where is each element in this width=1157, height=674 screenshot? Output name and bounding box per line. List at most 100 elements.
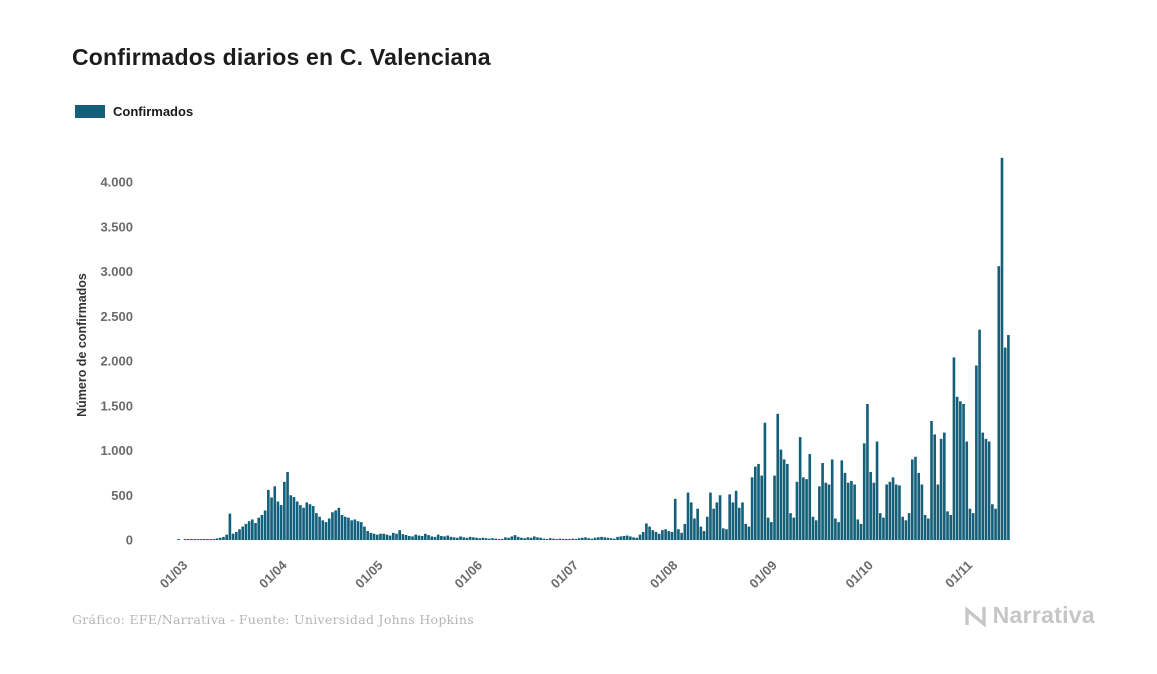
bar <box>914 456 917 540</box>
bar <box>308 504 312 540</box>
bar <box>488 538 491 540</box>
bar <box>571 538 575 540</box>
bar <box>375 534 379 540</box>
bar <box>1003 347 1007 540</box>
bar <box>372 533 376 540</box>
bar <box>747 526 751 540</box>
bar <box>334 510 337 540</box>
bar <box>247 521 251 540</box>
bar <box>584 537 587 540</box>
bar <box>222 536 225 540</box>
bar <box>994 508 997 540</box>
y-tick-label: 1.000 <box>100 443 133 458</box>
bar <box>750 477 754 540</box>
bar <box>327 518 331 540</box>
bar <box>433 536 437 540</box>
bar <box>981 432 985 540</box>
bar <box>500 538 504 540</box>
bar <box>186 539 190 540</box>
bar <box>757 463 760 541</box>
bar <box>558 538 562 540</box>
bar <box>318 516 321 540</box>
bar <box>587 538 591 540</box>
bar <box>731 502 735 540</box>
bar <box>725 529 728 540</box>
bar <box>545 539 549 540</box>
bar <box>635 537 639 540</box>
bar <box>846 482 850 540</box>
bar <box>802 477 805 540</box>
x-tick-label: 01/09 <box>746 558 780 592</box>
bar <box>388 535 392 540</box>
bar <box>827 484 831 540</box>
bar <box>718 495 722 540</box>
bar <box>728 494 731 540</box>
bar <box>753 466 757 540</box>
bar <box>955 396 959 540</box>
bar <box>379 533 382 540</box>
bar <box>580 537 584 540</box>
bar <box>638 534 642 540</box>
bar <box>773 475 776 540</box>
bar <box>347 517 350 541</box>
bar <box>193 539 196 540</box>
bar <box>411 536 414 540</box>
bar <box>449 536 453 540</box>
bar <box>689 502 693 540</box>
bar <box>888 481 892 540</box>
bar <box>834 518 837 540</box>
narrativa-n-icon <box>964 605 986 628</box>
bar <box>786 463 789 541</box>
bar <box>766 517 770 541</box>
bar <box>696 508 699 540</box>
bar <box>382 533 385 540</box>
bar <box>356 521 360 540</box>
bar <box>991 504 994 540</box>
bar <box>244 523 248 540</box>
bar <box>302 507 305 540</box>
bar <box>943 432 946 540</box>
bar <box>926 518 930 540</box>
bar <box>215 538 219 540</box>
bar <box>465 537 469 540</box>
bar <box>516 536 520 540</box>
bar <box>494 538 498 540</box>
bar <box>206 539 209 540</box>
bar <box>641 531 645 540</box>
x-tick-label: 01/08 <box>647 558 681 592</box>
bar <box>795 481 799 540</box>
bar <box>603 537 607 540</box>
bar <box>699 526 703 540</box>
bar <box>263 510 267 540</box>
bar <box>590 538 594 540</box>
bar <box>971 513 975 540</box>
bar <box>363 526 366 540</box>
bar <box>898 485 901 540</box>
bar <box>183 539 187 540</box>
bar <box>670 531 674 540</box>
bar <box>853 484 856 540</box>
bar <box>353 519 357 541</box>
bar <box>446 535 450 540</box>
bar <box>987 441 991 540</box>
bar <box>552 538 555 540</box>
bar <box>420 535 424 540</box>
bar <box>292 497 296 540</box>
bar <box>782 459 786 540</box>
bar <box>885 484 888 540</box>
bar <box>734 490 738 540</box>
bar <box>968 508 972 540</box>
bar <box>331 512 334 540</box>
bar <box>715 502 719 540</box>
bar <box>965 441 969 540</box>
bar <box>975 365 978 540</box>
bar <box>859 523 863 540</box>
bar <box>593 537 597 540</box>
bar <box>882 517 885 541</box>
x-tick-label: 01/05 <box>352 558 386 592</box>
y-axis-title: Número de confirmados <box>75 273 89 417</box>
bar <box>398 530 402 540</box>
bar <box>231 533 235 540</box>
y-tick-label: 4.000 <box>100 175 133 190</box>
bar <box>568 539 571 540</box>
